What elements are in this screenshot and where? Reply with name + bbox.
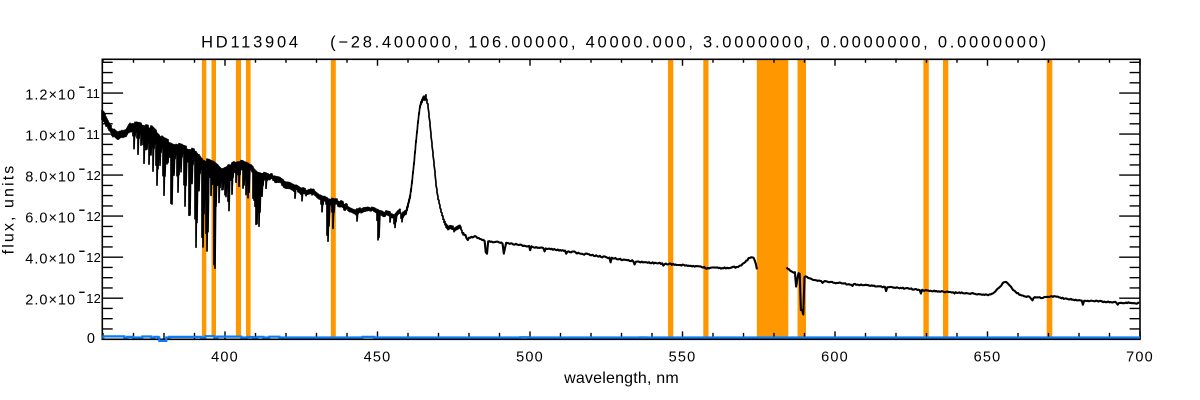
svg-text:wavelength, nm: wavelength, nm — [563, 370, 679, 387]
svg-text:6.0×10: 6.0×10 — [25, 210, 76, 226]
svg-text:12: 12 — [86, 168, 101, 183]
svg-text:11: 11 — [86, 86, 100, 101]
svg-text:flux, units: flux, units — [1, 164, 18, 255]
svg-text:550: 550 — [669, 350, 697, 366]
svg-text:HD113904 (−28.400000, 106.0: HD113904 (−28.400000, 106.00000, 40000.0… — [201, 34, 1049, 52]
svg-text:4.0×10: 4.0×10 — [25, 252, 76, 268]
svg-text:8.0×10: 8.0×10 — [25, 169, 76, 185]
svg-text:450: 450 — [364, 350, 392, 366]
svg-text:400: 400 — [211, 350, 239, 366]
svg-text:12: 12 — [86, 291, 101, 306]
svg-text:2.0×10: 2.0×10 — [25, 293, 76, 309]
svg-text:0: 0 — [87, 331, 95, 347]
svg-text:1.2×10: 1.2×10 — [25, 87, 76, 103]
svg-text:600: 600 — [821, 350, 849, 366]
svg-text:12: 12 — [86, 250, 101, 265]
svg-text:11: 11 — [86, 127, 100, 142]
svg-text:1.0×10: 1.0×10 — [25, 128, 76, 144]
svg-text:12: 12 — [86, 209, 101, 224]
svg-text:500: 500 — [516, 350, 544, 366]
svg-text:650: 650 — [974, 350, 1002, 366]
svg-text:700: 700 — [1126, 350, 1154, 366]
